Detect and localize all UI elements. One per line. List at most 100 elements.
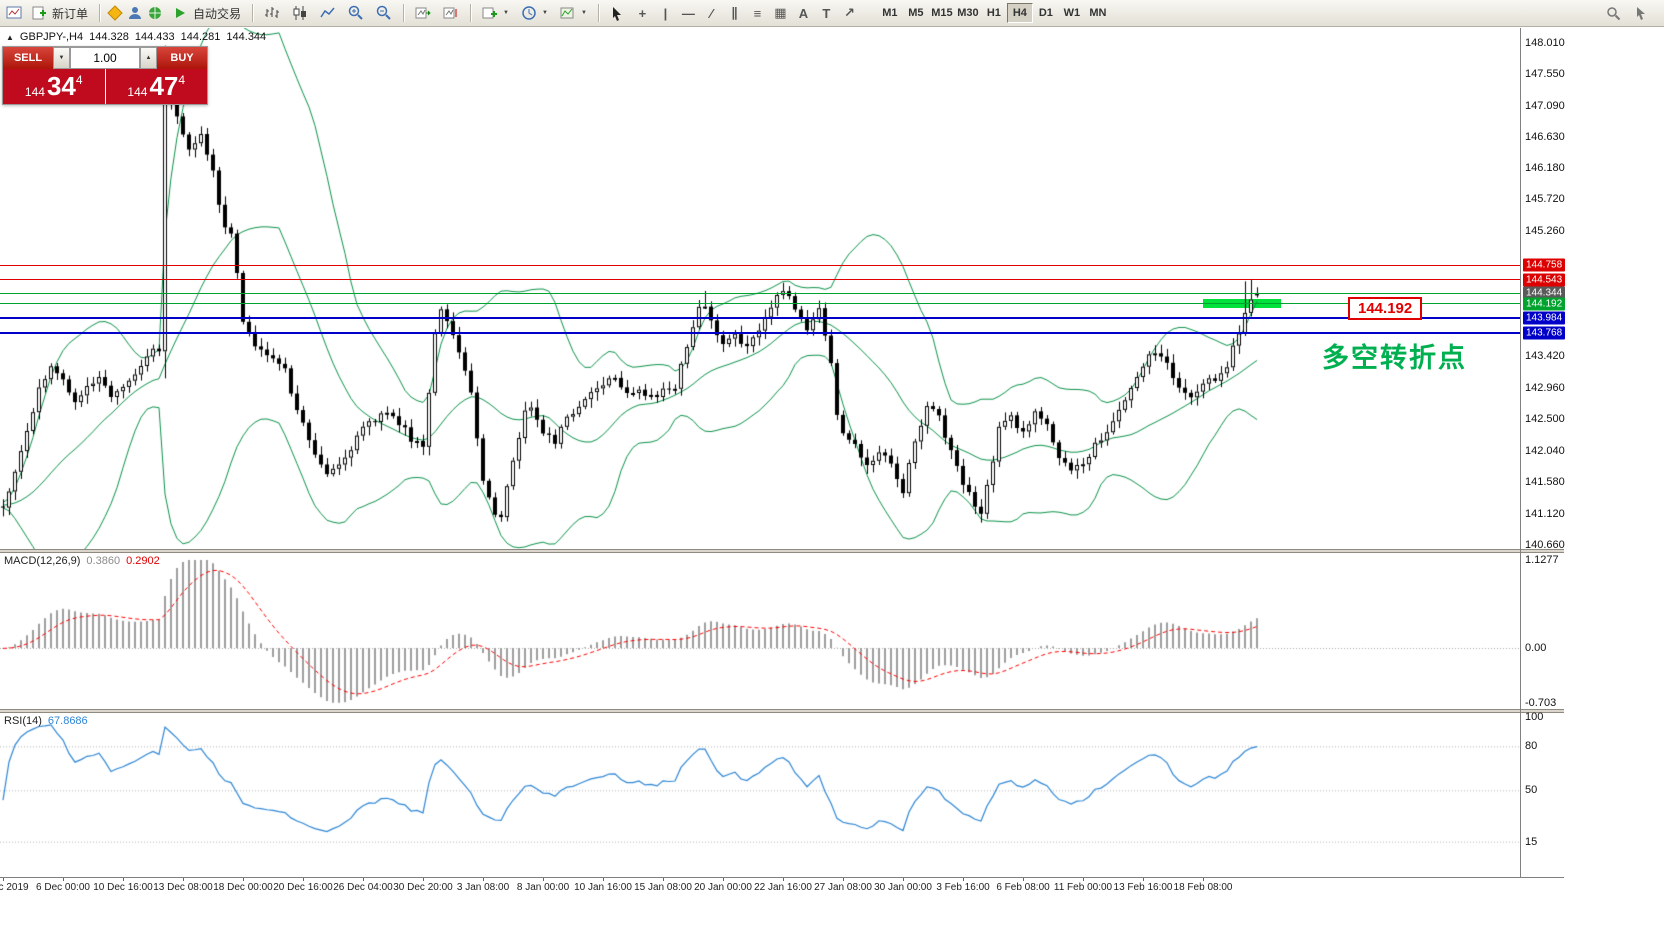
price-axis-label: 141.120 bbox=[1525, 507, 1565, 520]
time-tick bbox=[1083, 878, 1084, 881]
sell-button[interactable]: SELL bbox=[3, 47, 53, 69]
close-value: 144.344 bbox=[226, 31, 267, 43]
time-axis-label: 10 Dec 16:00 bbox=[93, 882, 153, 893]
timeframe-m30[interactable]: M30 bbox=[955, 3, 981, 23]
time-tick bbox=[1203, 878, 1204, 881]
fibonacci-retracement-tool[interactable]: ≡ bbox=[746, 2, 769, 24]
chart-shift-button[interactable] bbox=[438, 2, 464, 24]
rsi-title: RSI(14) 67.8686 bbox=[4, 715, 88, 727]
price-axis-label: 146.180 bbox=[1525, 161, 1565, 174]
sell-price-sup: 4 bbox=[75, 73, 83, 87]
shapes-tool[interactable]: ▦ bbox=[769, 2, 792, 24]
macd-axis-label: 0.00 bbox=[1525, 642, 1547, 654]
time-tick bbox=[3, 878, 4, 881]
horizontal-line-144.758[interactable] bbox=[0, 264, 1520, 266]
buy-price-display[interactable]: 144 47 4 bbox=[105, 69, 207, 104]
volume-input[interactable] bbox=[70, 47, 140, 69]
one-click-trading-panel: SELL ▼ ▲ BUY 144 34 4 144 47 4 bbox=[2, 46, 208, 105]
panel-splitter[interactable] bbox=[0, 709, 1564, 713]
dropdown-arrow-icon: ▼ bbox=[580, 10, 587, 16]
timeframe-m1[interactable]: M1 bbox=[877, 3, 903, 23]
timeframe-mn[interactable]: MN bbox=[1085, 3, 1111, 23]
price-axis-label: 148.010 bbox=[1525, 37, 1565, 49]
autotrading-button[interactable]: 自动交易 bbox=[166, 2, 246, 24]
turning-point-note[interactable]: 多空转折点 bbox=[1322, 343, 1467, 373]
horizontal-line-144.344[interactable] bbox=[0, 292, 1520, 294]
price-axis-label: 146.630 bbox=[1525, 131, 1565, 144]
trendline-tool[interactable]: ∕ bbox=[700, 2, 723, 24]
horizontal-line-144.543[interactable] bbox=[0, 279, 1520, 281]
time-tick bbox=[183, 878, 184, 881]
community-icon[interactable] bbox=[126, 4, 144, 22]
price-axis-label: 140.660 bbox=[1525, 539, 1565, 551]
bar-chart-button[interactable] bbox=[259, 2, 285, 24]
period-selector-button[interactable]: ▼ bbox=[516, 2, 553, 24]
price-chart-canvas[interactable] bbox=[0, 28, 1520, 549]
rsi-canvas[interactable] bbox=[0, 713, 1520, 877]
time-tick bbox=[723, 878, 724, 881]
text-label-tool[interactable]: T bbox=[815, 2, 838, 24]
line-chart-button[interactable] bbox=[315, 2, 341, 24]
horizontal-line-tool[interactable]: — bbox=[677, 2, 700, 24]
market-news-icon[interactable] bbox=[146, 4, 164, 22]
time-axis-label: 10 Jan 16:00 bbox=[574, 882, 632, 893]
new-order-button[interactable]: 新订单 bbox=[25, 2, 93, 24]
horizontal-line-144.192[interactable] bbox=[0, 303, 1520, 305]
time-axis-separator bbox=[0, 877, 1564, 878]
auto-scroll-button[interactable] bbox=[410, 2, 436, 24]
panel-splitter[interactable] bbox=[0, 549, 1564, 553]
toolbar-separator bbox=[470, 4, 472, 22]
main-toolbar: 新订单 自动交易 bbox=[0, 0, 1664, 27]
buy-price-big: 47 bbox=[149, 71, 179, 101]
new-chart-button[interactable]: ▼ bbox=[477, 2, 514, 24]
timeframe-m5[interactable]: M5 bbox=[903, 3, 929, 23]
candlestick-chart-button[interactable] bbox=[287, 2, 313, 24]
rsi-axis-label: 15 bbox=[1525, 835, 1538, 848]
price-axis[interactable]: 148.010 147.550 147.090 146.630 146.180 145.7… bbox=[1521, 28, 1641, 877]
price-axis-label: 142.500 bbox=[1525, 413, 1565, 426]
crosshair-tool[interactable]: + bbox=[631, 2, 654, 24]
vertical-line-tool[interactable]: | bbox=[654, 2, 677, 24]
macd-axis-label: -0.703 bbox=[1525, 696, 1557, 709]
mql5-icon[interactable] bbox=[106, 4, 124, 22]
price-axis-label: 142.040 bbox=[1525, 444, 1565, 457]
timeframe-h4[interactable]: H4 bbox=[1006, 3, 1033, 23]
rsi-value: 67.8686 bbox=[47, 715, 88, 727]
open-value: 144.328 bbox=[89, 31, 129, 43]
macd-panel[interactable]: MACD(12,26,9) 0.3860 0.2902 bbox=[0, 553, 1520, 709]
time-axis-label: 22 Jan 16:00 bbox=[754, 882, 812, 893]
timeframe-m15[interactable]: M15 bbox=[929, 3, 955, 23]
chart-window-icon[interactable] bbox=[5, 4, 23, 22]
time-axis-label: 26 Dec 04:00 bbox=[333, 882, 393, 893]
sell-price-big: 34 bbox=[46, 71, 76, 101]
cursor-tool[interactable] bbox=[605, 2, 629, 24]
timeframe-h1[interactable]: H1 bbox=[981, 3, 1007, 23]
price-level-note[interactable]: 144.192 bbox=[1348, 297, 1423, 320]
collapse-panel-icon[interactable]: ▲ bbox=[6, 32, 14, 42]
horizontal-line-143.768[interactable] bbox=[0, 331, 1520, 334]
rsi-panel[interactable]: RSI(14) 67.8686 bbox=[0, 713, 1520, 877]
macd-canvas[interactable] bbox=[0, 553, 1520, 709]
indicators-button[interactable]: ▼ bbox=[555, 2, 592, 24]
buy-button[interactable]: BUY bbox=[157, 47, 207, 69]
rsi-axis-label: 100 bbox=[1525, 711, 1544, 723]
zoom-in-button[interactable] bbox=[343, 2, 369, 24]
arrows-tool[interactable]: ↗ bbox=[838, 2, 861, 24]
time-tick bbox=[303, 878, 304, 881]
pointer-icon[interactable] bbox=[1630, 2, 1653, 24]
sell-price-display[interactable]: 144 34 4 bbox=[3, 69, 106, 104]
price-axis-label: 147.090 bbox=[1525, 99, 1565, 112]
volume-up-button[interactable]: ▲ bbox=[140, 47, 157, 69]
price-chart-panel[interactable]: ▲ GBPJPY-,H4 144.328 144.433 144.281 144… bbox=[0, 28, 1520, 549]
horizontal-line-143.984[interactable] bbox=[0, 316, 1520, 319]
timeframe-d1[interactable]: D1 bbox=[1033, 3, 1059, 23]
time-tick bbox=[903, 878, 904, 881]
zoom-out-button[interactable] bbox=[371, 2, 397, 24]
text-tool[interactable]: A bbox=[792, 2, 815, 24]
equidistant-channel-tool[interactable]: ∥ bbox=[723, 2, 746, 24]
timeframe-w1[interactable]: W1 bbox=[1059, 3, 1085, 23]
price-axis-separator bbox=[1520, 28, 1521, 877]
volume-dropdown-button[interactable]: ▼ bbox=[53, 47, 70, 69]
search-icon[interactable] bbox=[1601, 2, 1626, 24]
